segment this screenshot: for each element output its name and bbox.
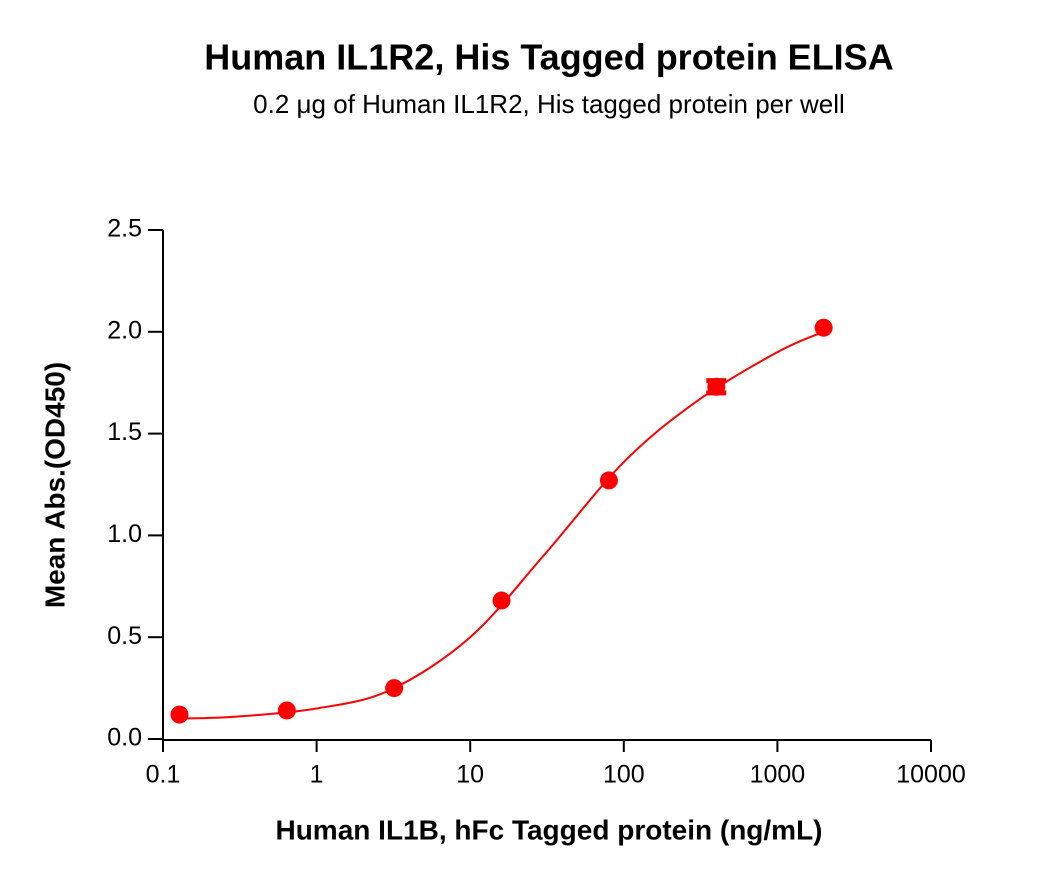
x-axis-label: Human IL1B, hFc Tagged protein (ng/mL) — [275, 814, 822, 845]
x-tick-label: 10000 — [896, 761, 966, 789]
data-point — [599, 471, 618, 490]
y-tick-label: 2.0 — [107, 316, 142, 344]
data-point — [492, 591, 511, 610]
y-tick-label: 1.0 — [107, 520, 142, 548]
fit-curve — [179, 330, 825, 720]
chart-title: Human IL1R2, His Tagged protein ELISA — [204, 37, 893, 78]
x-tick-label: 0.1 — [146, 761, 181, 789]
x-tick-label: 10 — [456, 761, 484, 789]
chart-subtitle: 0.2 μg of Human IL1R2, His tagged protei… — [253, 89, 845, 119]
data-point — [170, 705, 189, 724]
y-tick-label: 0.0 — [107, 724, 142, 752]
y-tick-label: 2.5 — [107, 215, 142, 243]
data-point — [277, 701, 296, 720]
x-tick-label: 1 — [310, 761, 324, 789]
y-axis-label: Mean Abs.(OD450) — [39, 362, 70, 608]
y-tick-label: 0.5 — [107, 622, 142, 650]
x-tick-label: 100 — [603, 761, 645, 789]
data-point — [814, 318, 833, 337]
y-tick-label: 1.5 — [107, 418, 142, 446]
x-tick-label: 1000 — [750, 761, 806, 789]
